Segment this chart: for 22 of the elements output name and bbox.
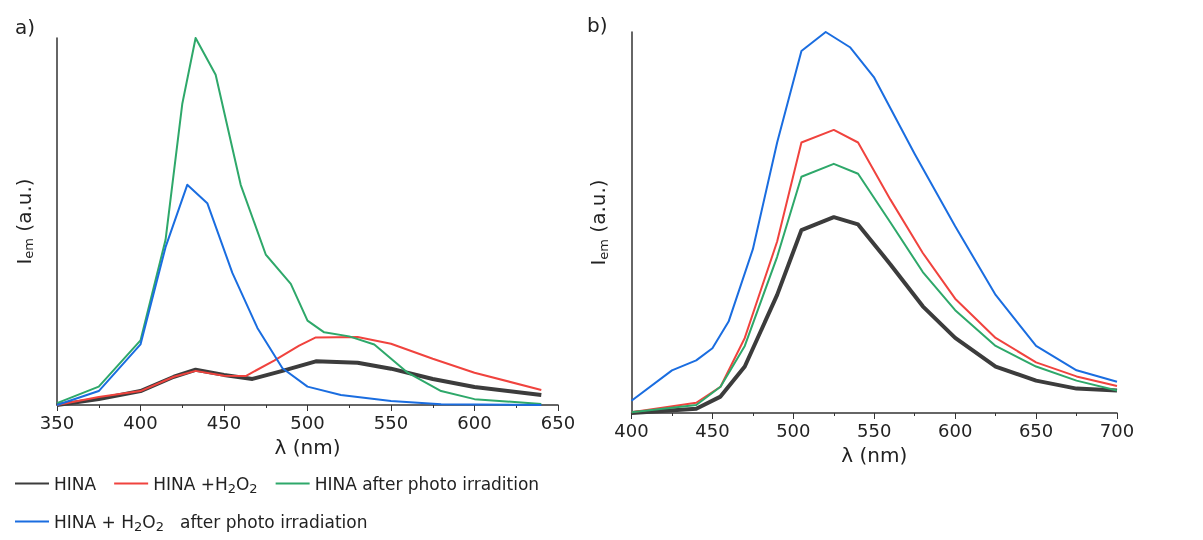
x-tick-label: 500 (290, 411, 325, 433)
x-tick-label: 550 (857, 419, 892, 441)
x-tick-label: 450 (695, 419, 730, 441)
x-tick-label: 350 (39, 411, 75, 433)
x-axis-title: λ (nm) (274, 435, 341, 459)
legend-label: HINA (54, 473, 97, 494)
chart-title: a) (15, 15, 36, 39)
legend-label: HINA after photo irradition (314, 473, 540, 494)
x-tick-label: 600 (937, 419, 973, 441)
x-tick-label: 700 (1099, 419, 1135, 441)
x-tick-label: 400 (614, 419, 649, 441)
x-tick-label: 450 (206, 411, 242, 433)
y-axis-title: Iem (a.u.) (586, 179, 611, 266)
x-tick-label: 650 (1018, 419, 1054, 441)
y-axis-title: Iem (a.u.) (11, 178, 36, 265)
x-axis-title: λ (nm) (841, 443, 908, 467)
x-tick-label: 650 (540, 411, 576, 433)
x-tick-label: 400 (123, 411, 158, 433)
x-tick-label: 550 (373, 411, 409, 433)
chart-title: b) (587, 13, 608, 37)
x-tick-label: 500 (776, 419, 811, 441)
x-tick-label: 600 (457, 411, 492, 433)
